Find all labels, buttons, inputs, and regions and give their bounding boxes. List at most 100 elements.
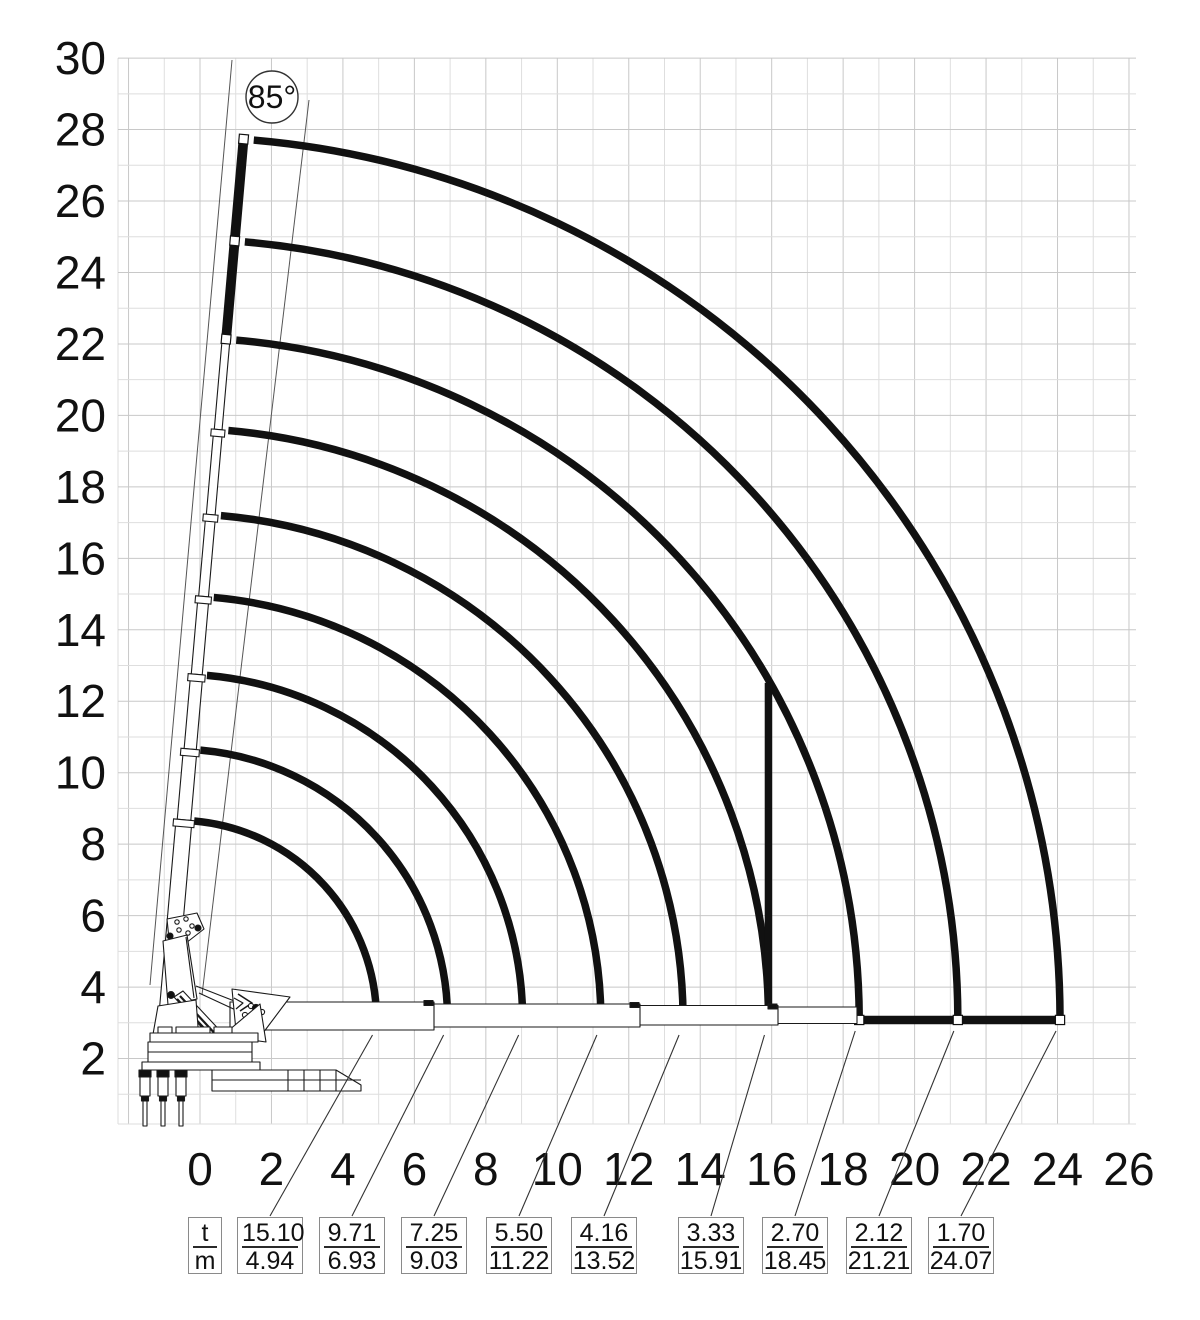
capacity-arc xyxy=(213,593,605,1020)
y-axis-label: 8 xyxy=(80,818,106,870)
stabilizer-cap xyxy=(138,1069,152,1078)
x-axis-label: 10 xyxy=(532,1143,583,1195)
knuckle-plate xyxy=(165,912,205,958)
y-axis-label: 24 xyxy=(55,246,106,298)
x-axis-label: 26 xyxy=(1103,1143,1154,1195)
boom-latch-icon xyxy=(629,1001,640,1009)
x-axis-label: 14 xyxy=(675,1143,726,1195)
y-axis-label: 28 xyxy=(55,104,106,156)
x-axis-labels: 0 2 4 6 8 10 12 14 16 18 20 22 24 26 xyxy=(187,1143,1154,1195)
y-axis-label: 6 xyxy=(80,890,106,942)
x-axis-label: 4 xyxy=(330,1143,356,1195)
leader-line xyxy=(794,1030,856,1217)
unit-box: t m xyxy=(188,1217,222,1275)
boom-angle-label: 85° xyxy=(248,79,296,115)
x-axis-label: 12 xyxy=(603,1143,654,1195)
capacity-tonnes-value: 7.25 xyxy=(406,1218,462,1248)
x-axis-label: 16 xyxy=(746,1143,797,1195)
outreach-meters-value: 15.91 xyxy=(679,1247,743,1275)
outreach-meters-value: 18.45 xyxy=(763,1247,827,1275)
boom-angle-badge: 85° xyxy=(245,70,299,124)
outreach-meters-value: 13.52 xyxy=(572,1247,636,1275)
stabilizer-rod xyxy=(160,1100,166,1127)
outreach-meters-value: 21.21 xyxy=(847,1247,911,1275)
stabilizer-body xyxy=(157,1076,169,1097)
capacity-box: 1.70 24.07 xyxy=(928,1217,994,1275)
capacity-box: 2.70 18.45 xyxy=(762,1217,828,1275)
stabilizer-cap xyxy=(156,1069,170,1078)
y-axis-labels: 30 28 26 24 22 20 18 16 14 12 10 8 6 4 2 xyxy=(55,32,106,1084)
leader-line xyxy=(518,1034,598,1217)
stabilizer-collar xyxy=(140,1095,150,1102)
boom-section-collar xyxy=(194,595,213,605)
stabilizer-body xyxy=(139,1076,151,1097)
horizontal-boom xyxy=(229,999,858,1031)
outreach-meters-value: 4.94 xyxy=(245,1247,295,1275)
capacity-arcs xyxy=(193,136,1064,1020)
leader-line xyxy=(960,1030,1057,1217)
capacity-tonnes-value: 3.33 xyxy=(683,1218,739,1248)
leader-lines xyxy=(269,1030,1057,1217)
capacity-box: 2.12 21.21 xyxy=(846,1217,912,1275)
outreach-meters-value: 11.22 xyxy=(488,1247,550,1275)
boom-tip-marker xyxy=(952,1014,964,1026)
x-axis-label: 20 xyxy=(889,1143,940,1195)
y-axis-label: 4 xyxy=(80,961,106,1013)
capacity-tonnes-value: 15.10 xyxy=(242,1219,305,1248)
stabilizer-rod xyxy=(142,1100,148,1127)
angle-badge-circle xyxy=(245,70,299,124)
capacity-tonnes-value: 2.70 xyxy=(767,1218,823,1248)
x-axis-label: 0 xyxy=(187,1143,213,1195)
y-axis-label: 30 xyxy=(55,32,106,84)
raised-boom-85deg xyxy=(157,133,250,1023)
boom-section-collar xyxy=(210,428,226,438)
capacity-arc xyxy=(244,238,962,1020)
x-axis-label: 22 xyxy=(960,1143,1011,1195)
y-axis-label: 26 xyxy=(55,175,106,227)
y-axis-label: 2 xyxy=(80,1033,106,1085)
grid xyxy=(117,57,1136,1125)
outreach-meters-value: 6.93 xyxy=(327,1247,377,1275)
leader-line xyxy=(710,1034,765,1217)
capacity-box: 7.25 9.03 xyxy=(401,1217,467,1275)
boom-latch-icon xyxy=(423,999,434,1007)
x-axis-label: 8 xyxy=(473,1143,499,1195)
leader-line xyxy=(878,1030,955,1217)
boom-tip-marker xyxy=(237,133,250,145)
crane-illustration xyxy=(138,912,858,1127)
capacity-box: 4.16 13.52 xyxy=(571,1217,637,1275)
capacity-arc xyxy=(220,511,687,1020)
stabilizer-cap xyxy=(174,1069,188,1078)
envelope-boundary xyxy=(764,682,1066,1026)
capacity-arc xyxy=(253,136,1064,1020)
pedestal-base xyxy=(141,1026,362,1092)
y-axis-label: 22 xyxy=(55,318,106,370)
y-axis-label: 16 xyxy=(55,532,106,584)
stabilizer-body xyxy=(175,1076,187,1097)
capacity-box: 3.33 15.91 xyxy=(678,1217,744,1275)
outreach-meters-value: 9.03 xyxy=(409,1247,459,1275)
leader-line xyxy=(433,1034,520,1217)
capacity-arc xyxy=(228,426,773,1020)
capacity-arc xyxy=(206,671,527,1020)
y-axis-label: 10 xyxy=(55,747,106,799)
capacity-tonnes-value: 1.70 xyxy=(933,1218,989,1248)
capacity-box: 9.71 6.93 xyxy=(319,1217,385,1275)
x-axis-label: 18 xyxy=(818,1143,869,1195)
stabilizer-collar xyxy=(176,1095,186,1102)
stabilizer-rod xyxy=(178,1100,184,1127)
boom-section-collar xyxy=(172,818,196,829)
capacity-arc xyxy=(193,817,381,1020)
x-axis-label: 6 xyxy=(402,1143,428,1195)
capacity-tonnes-value: 9.71 xyxy=(324,1218,380,1248)
y-axis-label: 14 xyxy=(55,604,106,656)
boom-tip-marker xyxy=(220,333,232,345)
capacity-arc xyxy=(235,336,863,1020)
y-axis-label: 12 xyxy=(55,675,106,727)
boom-section-collar xyxy=(179,747,201,758)
y-axis-label: 18 xyxy=(55,461,106,513)
x-axis-label: 24 xyxy=(1032,1143,1083,1195)
stabilizer-collar xyxy=(158,1095,168,1102)
